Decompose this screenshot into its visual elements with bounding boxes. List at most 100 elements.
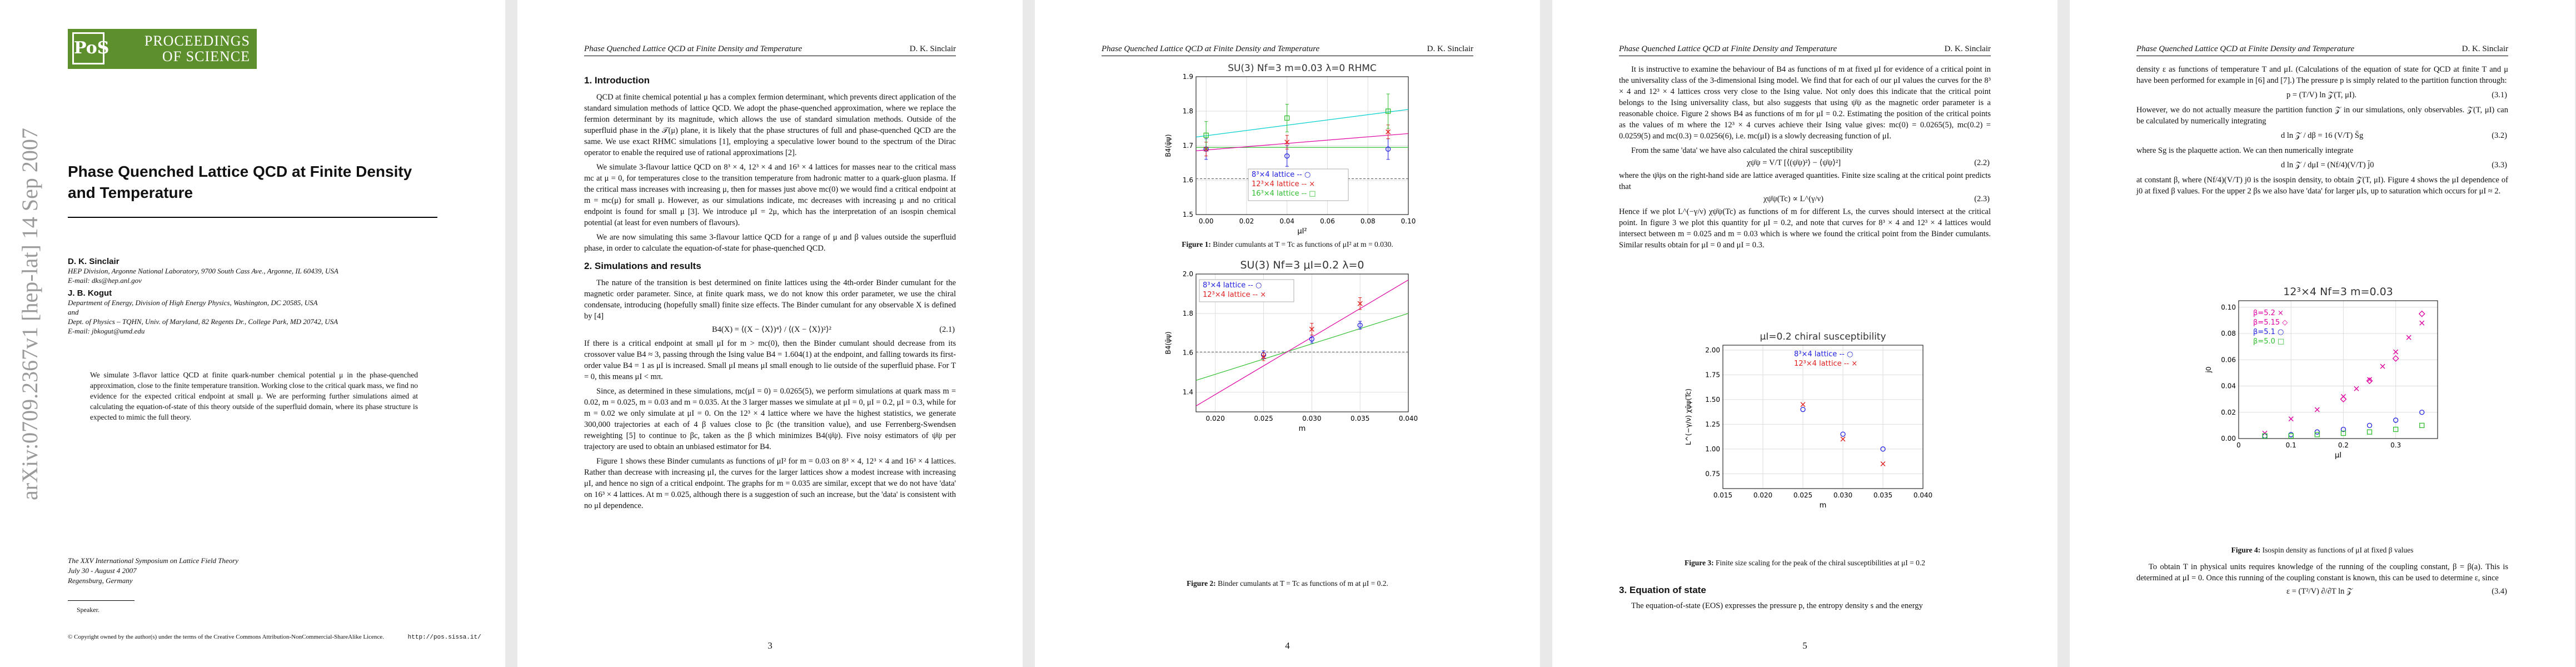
y-tick-label: 1.4 (1183, 389, 1193, 396)
plot-frame (1195, 76, 1409, 215)
caption-text: Isospin density as functions of μI at fi… (2262, 546, 2414, 554)
equation-number: (3.1) (2492, 91, 2507, 99)
page-2: Phase Quenched Lattice QCD at Finite Den… (517, 0, 1023, 667)
paragraph: QCD at finite chemical potential μ has a… (584, 93, 956, 157)
data-point (2393, 426, 2399, 432)
paper-title: Phase Quenched Lattice QCD at Finite Den… (68, 163, 412, 201)
figure-4-caption: Figure 4: Isospin density as functions o… (2136, 546, 2508, 555)
arxiv-stamp: arXiv:0709.2367v1 [hep-lat] 14 Sep 2007 (17, 128, 42, 500)
fit-line (1195, 133, 1409, 151)
page-5-body-end: To obtain T in physical units requires k… (2136, 561, 2508, 596)
y-tick-label: 1.8 (1183, 107, 1193, 115)
page-4: Phase Quenched Lattice QCD at Finite Den… (1552, 0, 2057, 667)
data-point (1385, 108, 1391, 114)
equation-3-1: p = (T/V) ln 𝒵(T, μI). (3.1) (2136, 91, 2508, 100)
x-axis-label: μI (2335, 451, 2341, 460)
y-tick-label: 1.6 (1183, 349, 1193, 357)
y-tick-label: 0.75 (1705, 470, 1720, 477)
pos-logo: PoS PROCEEDINGS OF SCIENCE (68, 29, 257, 69)
data-point (1880, 461, 1886, 467)
y-tick-label: 0.00 (2221, 435, 2236, 442)
data-point (2406, 335, 2411, 340)
data-point (2367, 377, 2373, 382)
legend-entry: β=5.2 × (2253, 309, 2284, 317)
page-3: Phase Quenched Lattice QCD at Finite Den… (1035, 0, 1540, 667)
equation-text: d ln 𝒵 / dβ = 16 (V/T) S̄g (2281, 131, 2364, 140)
x-tick-label: 0.06 (1320, 217, 1335, 225)
fit-line (1195, 280, 1409, 406)
y-tick-label: 2.00 (1705, 346, 1720, 354)
chart-title: μI=0.2 chiral susceptibility (1760, 331, 1886, 342)
conference-dates: July 30 - August 4 2007 (68, 566, 137, 575)
legend-box (1248, 168, 1349, 201)
data-point (1840, 431, 1846, 437)
data-point (1800, 402, 1806, 407)
equation-text: χψ̄ψ(Tc) ∝ L^(γ/ν) (1763, 195, 1823, 203)
fit-line (1195, 313, 1409, 381)
abstract: We simulate 3-flavor lattice QCD at fini… (90, 371, 418, 421)
running-head: Phase Quenched Lattice QCD at Finite Den… (1619, 44, 1991, 56)
data-point (2288, 416, 2294, 422)
data-point (1357, 301, 1363, 306)
affiliation-2b: and (68, 308, 79, 316)
y-tick-label: 2.0 (1183, 270, 1193, 278)
y-tick-label: 1.75 (1705, 371, 1720, 379)
paragraph: However, we do not actually measure the … (2136, 106, 2508, 126)
running-head-author: D. K. Sinclair (909, 44, 956, 53)
x-tick-label: 0.020 (1206, 415, 1225, 422)
x-tick-label: 0.1 (2286, 441, 2296, 449)
data-point (2354, 386, 2359, 391)
chart-title: SU(3) Nf=3 μI=0.2 λ=0 (1240, 259, 1364, 271)
pos-logo-mark: PoS (72, 32, 109, 64)
fit-line (1195, 109, 1409, 138)
x-tick-label: 0.035 (1874, 491, 1892, 499)
data-point (2366, 422, 2373, 429)
data-point (2366, 429, 2373, 435)
y-tick-label: 0.10 (2221, 303, 2236, 311)
page-4-body: It is instructive to examine the behavio… (1619, 64, 1991, 251)
y-tick-label: 1.6 (1183, 176, 1193, 184)
figure-1-caption: Figure 1: Binder cumulants at T = Tc as … (1102, 240, 1473, 249)
section-introduction: 1. Introduction (584, 75, 650, 86)
paragraph: at constant β, where (Nf/4)(V/T) j0 is t… (2136, 176, 2508, 196)
x-tick-label: 0.030 (1302, 415, 1321, 422)
legend-entry: 12³×4 lattice -- × (1794, 360, 1857, 368)
y-tick-label: 1.9 (1183, 73, 1193, 81)
paragraph: The nature of the transition is best det… (584, 278, 956, 321)
equation-text: ε = (T²/V) ∂/∂T ln 𝒵 (2286, 587, 2353, 596)
x-axis-label: m (1299, 425, 1306, 433)
paragraph: From the same 'data' we have also calcul… (1631, 146, 1853, 155)
data-point (2380, 364, 2385, 369)
legend-entry: 8³×4 lattice -- ○ (1203, 281, 1262, 290)
title-rule (68, 217, 437, 218)
x-tick-label: 0.10 (1401, 217, 1416, 225)
footnote-rule (68, 600, 134, 601)
data-point (2288, 433, 2294, 439)
running-head-author: D. K. Sinclair (1427, 44, 1473, 53)
equation-3-2: d ln 𝒵 / dβ = 16 (V/T) S̄g (3.2) (2136, 131, 2508, 141)
pos-url[interactable]: http://pos.sissa.it/ (407, 634, 481, 641)
legend-entry: 8³×4 lattice -- ○ (1252, 171, 1311, 179)
paragraph: Since, as determined in these simulation… (584, 387, 956, 451)
speaker-note: Speaker. (77, 606, 99, 614)
data-point (1284, 153, 1290, 159)
equation-text: p = (T/V) ln 𝒵(T, μI). (2286, 91, 2357, 99)
y-tick-label: 1.5 (1183, 211, 1193, 218)
data-point (1309, 326, 1314, 332)
plot-frame (2238, 300, 2438, 439)
legend-entry: 12³×4 lattice -- × (1203, 291, 1266, 299)
paragraph: The equation-of-state (EOS) expresses th… (1631, 601, 1923, 610)
running-head-title: Phase Quenched Lattice QCD at Finite Den… (1619, 44, 1837, 53)
y-tick-label: 1.25 (1705, 420, 1720, 428)
data-point (2418, 310, 2425, 317)
conference-name: The XXV International Symposium on Latti… (68, 556, 239, 565)
y-axis-label: B4(ψ̄ψ) (1164, 331, 1172, 354)
copyright-footnote: © Copyright owned by the author(s) under… (68, 634, 481, 641)
legend-entry: 16³×4 lattice -- □ (1252, 190, 1316, 198)
x-tick-label: 0.020 (1753, 491, 1772, 499)
chart-title: 12³×4 Nf=3 m=0.03 (2283, 286, 2393, 298)
figure-1-binder-vs-mu2: SU(3) Nf=3 m=0.03 λ=0 RHMC 1.5 1.6 1.7 1.8 1.… (1164, 63, 1416, 236)
paragraph: density ε as functions of temperature T … (2136, 65, 2508, 85)
y-tick-label: 1.50 (1705, 396, 1720, 404)
email-2: E-mail: jbkogut@umd.edu (68, 327, 145, 335)
